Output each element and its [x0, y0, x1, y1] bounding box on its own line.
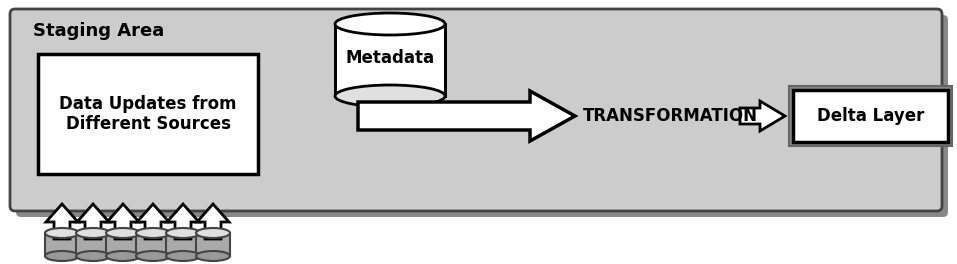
FancyBboxPatch shape — [38, 54, 258, 174]
Polygon shape — [167, 204, 199, 239]
Ellipse shape — [136, 228, 170, 238]
Bar — [136, 233, 170, 256]
FancyBboxPatch shape — [793, 90, 948, 142]
Ellipse shape — [76, 228, 110, 238]
Bar — [335, 24, 445, 96]
Bar — [45, 233, 79, 256]
Bar — [106, 233, 140, 256]
Ellipse shape — [76, 251, 110, 261]
FancyBboxPatch shape — [16, 15, 948, 217]
Ellipse shape — [196, 228, 230, 238]
Text: TRANSFORMATION: TRANSFORMATION — [583, 107, 758, 125]
Ellipse shape — [166, 228, 200, 238]
Bar — [196, 233, 230, 256]
Text: Data Updates from
Different Sources: Data Updates from Different Sources — [59, 95, 236, 133]
Text: Metadata: Metadata — [345, 49, 434, 67]
Polygon shape — [137, 204, 169, 239]
Ellipse shape — [335, 13, 445, 35]
Ellipse shape — [45, 228, 79, 238]
Text: Delta Layer: Delta Layer — [817, 107, 924, 125]
Ellipse shape — [106, 251, 140, 261]
Ellipse shape — [45, 251, 79, 261]
Ellipse shape — [166, 251, 200, 261]
Polygon shape — [358, 91, 575, 141]
FancyBboxPatch shape — [10, 9, 942, 211]
Bar — [166, 233, 200, 256]
Polygon shape — [107, 204, 139, 239]
Ellipse shape — [196, 251, 230, 261]
Polygon shape — [740, 101, 785, 131]
Text: Staging Area: Staging Area — [33, 22, 165, 40]
Polygon shape — [46, 204, 78, 239]
Ellipse shape — [335, 85, 445, 107]
Bar — [76, 233, 110, 256]
Ellipse shape — [136, 251, 170, 261]
Polygon shape — [197, 204, 229, 239]
Ellipse shape — [106, 228, 140, 238]
FancyBboxPatch shape — [789, 86, 952, 146]
Polygon shape — [77, 204, 109, 239]
